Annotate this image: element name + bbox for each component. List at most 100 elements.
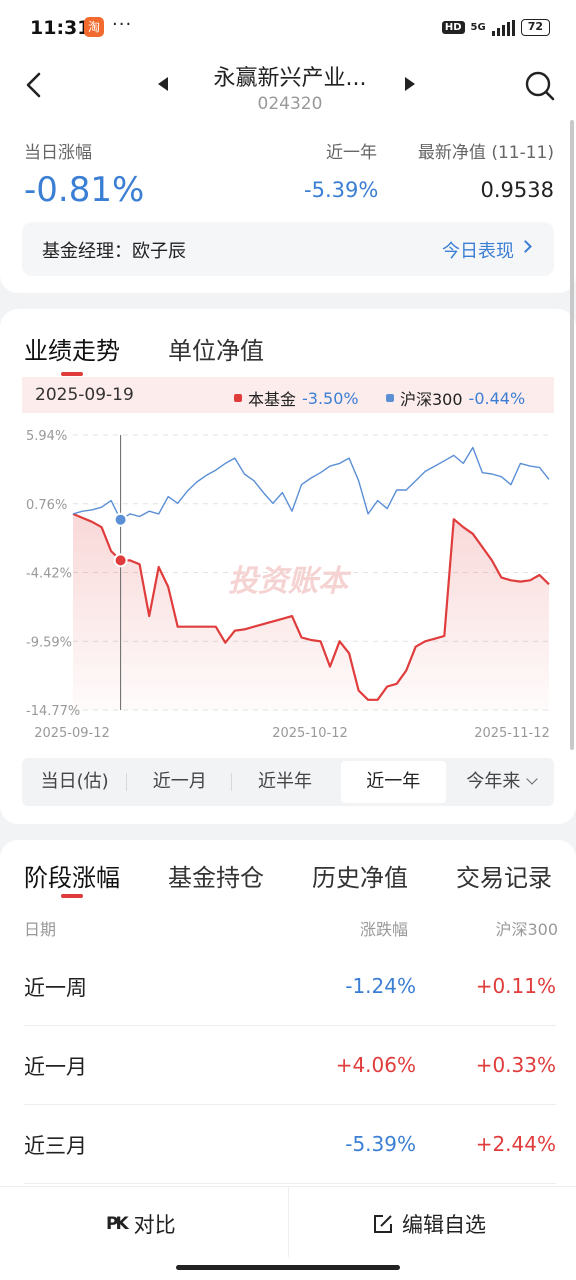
index-color-swatch [386, 394, 394, 402]
stats-row-period: 近一周 [24, 976, 87, 1000]
range-option-label: 近一年 [366, 771, 421, 792]
stats-row: 近一月 +4.06% +0.33% [24, 1027, 556, 1105]
y-tick-label: -9.59% [26, 635, 72, 650]
status-bar: 11:31 淘 ··· HD 5G 72 [0, 0, 576, 58]
fund-title: 永赢新兴产业... [213, 66, 367, 91]
legend-fund-name: 本基金 [248, 390, 297, 409]
watermark: 投资账本 [228, 564, 352, 599]
back-arrow-icon[interactable] [20, 70, 50, 100]
legend-index-value: -0.44% [468, 388, 526, 408]
range-option[interactable]: 今年来 [449, 761, 554, 803]
nav-label: 最新净值 (11-11) [417, 143, 554, 163]
taobao-app-icon: 淘 [84, 17, 104, 37]
performance-chart-card: 业绩走势 单位净值 2025-09-19 本基金 -3.50% 沪深300 -0… [0, 309, 576, 824]
legend-fund-value: -3.50% [302, 388, 359, 408]
stats-row: 近一周 -1.24% +0.11% [24, 948, 556, 1026]
column-header-change: 涨跌幅 [360, 920, 409, 939]
range-option-label: 近半年 [258, 771, 312, 792]
more-notifications-icon: ··· [112, 14, 133, 35]
hd-icon: HD [441, 21, 465, 34]
stats-row-change: +4.06% [335, 1053, 416, 1077]
home-indicator [176, 1265, 400, 1270]
range-option-label: 近一月 [152, 771, 207, 792]
fund-cursor-dot [113, 553, 128, 568]
edit-watchlist-label: 编辑自选 [402, 1213, 486, 1237]
tab-indicator [61, 372, 83, 376]
stage-stats-card: 阶段涨幅 基金持仓 历史净值 交易记录 日期 涨跌幅 沪深300 近一周 -1.2… [0, 840, 576, 1190]
legend-date: 2025-09-19 [35, 385, 134, 405]
day-change-value: -0.81% [24, 170, 145, 210]
fund-area-fill [73, 513, 549, 710]
time-range-selector: 当日(估) 近一月 近半年 近一年 今年来 [22, 758, 554, 806]
signal-icon [491, 19, 515, 36]
range-option-label: 当日(估) [40, 771, 109, 792]
network-type-label: 5G [470, 22, 486, 33]
tab-holdings[interactable]: 基金持仓 [168, 864, 264, 892]
legend-index-name: 沪深300 [400, 390, 463, 409]
compare-label: 对比 [133, 1213, 176, 1237]
x-tick-label: 2025-11-12 [474, 726, 550, 741]
y-tick-label: -4.42% [26, 567, 72, 582]
stats-row-change: -1.24% [345, 974, 416, 998]
range-option[interactable]: 近一年 [340, 761, 446, 803]
tab-history-nav[interactable]: 历史净值 [312, 864, 408, 892]
fund-code: 024320 [257, 94, 323, 114]
stats-row-index: +0.11% [475, 974, 556, 998]
tab-trade-records[interactable]: 交易记录 [456, 864, 552, 892]
legend-fund: 本基金 -3.50% [234, 386, 359, 410]
status-indicators: HD 5G 72 [441, 19, 550, 36]
index-series-line [72, 446, 550, 521]
compare-button[interactable]: PK 对比 [106, 1209, 176, 1239]
edit-watchlist-button[interactable]: 编辑自选 [372, 1209, 486, 1239]
stats-row-change: -5.39% [345, 1132, 416, 1156]
fund-manager-label: 基金经理：欧子辰 [42, 241, 186, 262]
chevron-down-icon [526, 773, 539, 785]
tab-performance-trend[interactable]: 业绩走势 [24, 337, 120, 365]
next-fund-icon[interactable] [405, 77, 415, 91]
pk-icon: PK [106, 1214, 129, 1234]
nav-value: 0.9538 [480, 178, 554, 202]
performance-line-chart[interactable]: 5.94% 0.76% -4.42% -9.59% -14.77% 2025-09-12 2… [0, 419, 576, 749]
stats-tab-indicator [61, 894, 83, 898]
x-tick-label: 2025-10-12 [272, 726, 348, 741]
day-change-label: 当日涨幅 [24, 143, 92, 163]
x-tick-label: 2025-09-12 [34, 726, 110, 741]
stats-row-period: 近一月 [24, 1055, 87, 1079]
fund-color-swatch [234, 394, 242, 402]
range-option[interactable]: 近半年 [232, 761, 337, 803]
fund-series-line [72, 512, 550, 701]
legend-index: 沪深300 -0.44% [386, 386, 525, 410]
year-change-value: -5.39% [304, 178, 379, 202]
chevron-right-icon [519, 240, 532, 253]
column-header-date: 日期 [24, 920, 57, 939]
range-divider [126, 773, 128, 791]
fund-header: 永赢新兴产业... 024320 [0, 58, 576, 128]
fund-manager-row[interactable]: 基金经理：欧子辰 今日表现 [22, 222, 554, 276]
stats-row-index: +2.44% [475, 1132, 556, 1156]
range-option-label: 今年来 [466, 771, 521, 792]
stats-row: 近三月 -5.39% +2.44% [24, 1106, 556, 1184]
chart-legend-bar: 2025-09-19 本基金 -3.50% 沪深300 -0.44% [22, 377, 554, 413]
previous-fund-icon[interactable] [158, 77, 168, 91]
today-performance-link[interactable]: 今日表现 [442, 241, 514, 262]
column-header-index: 沪深300 [495, 920, 558, 939]
y-tick-label: 5.94% [26, 429, 67, 444]
range-divider [231, 773, 233, 791]
index-cursor-dot [113, 512, 128, 527]
scrollbar[interactable] [570, 120, 574, 750]
edit-icon [374, 1215, 392, 1233]
fund-summary: 当日涨幅 近一年 最新净值 (11-11) -0.81% -5.39% 0.95… [0, 128, 576, 293]
status-time: 11:31 [30, 17, 91, 39]
stats-row-index: +0.33% [475, 1053, 556, 1077]
year-change-label: 近一年 [326, 143, 377, 163]
tab-unit-nav[interactable]: 单位净值 [168, 337, 264, 365]
range-option[interactable]: 当日(估) [22, 761, 128, 803]
bottom-action-bar: PK 对比 编辑自选 [0, 1186, 576, 1280]
search-icon[interactable] [524, 70, 556, 102]
range-option[interactable]: 近一月 [127, 761, 233, 803]
y-tick-label: -14.77% [26, 704, 80, 719]
stats-row-period: 近三月 [24, 1134, 87, 1158]
bottom-divider [288, 1187, 289, 1257]
tab-stage-change[interactable]: 阶段涨幅 [24, 864, 120, 892]
y-tick-label: 0.76% [26, 498, 67, 513]
